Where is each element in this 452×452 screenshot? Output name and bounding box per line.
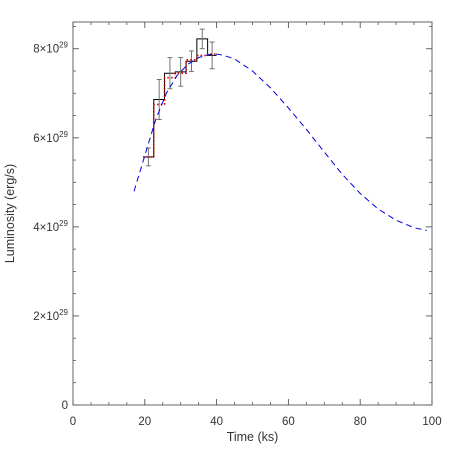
x-axis-ticks: 0 20 40 60 80 100 <box>70 22 442 428</box>
x-tick-label: 100 <box>422 416 441 428</box>
y-tick-label: 6×1029 <box>33 130 68 145</box>
y-tick-label: 4×1029 <box>33 219 68 234</box>
histogram-step-line <box>143 38 217 158</box>
plot-frame <box>72 21 433 406</box>
error-bar <box>178 57 184 87</box>
x-tick-label: 0 <box>70 416 76 428</box>
y-axis-ticks: 0 2×1029 4×1029 6×1029 8×1029 <box>33 26 432 412</box>
y-tick-label: 2×1029 <box>33 308 68 323</box>
error-bar <box>167 57 173 90</box>
model-dashed-curve <box>133 53 427 231</box>
y-tick-label: 0 <box>62 400 68 412</box>
x-axis-title: Time (ks) <box>227 430 279 444</box>
y-tick-label: 8×1029 <box>33 41 68 56</box>
y-axis-title: Luminosity (erg/s) <box>3 164 17 263</box>
error-bar <box>199 28 205 50</box>
error-bar <box>188 50 194 72</box>
error-bar <box>156 78 162 120</box>
x-tick-label: 40 <box>210 416 223 428</box>
x-tick-label: 20 <box>138 416 151 428</box>
x-tick-label: 60 <box>282 416 295 428</box>
series-layer <box>133 28 427 231</box>
error-bar <box>209 41 215 70</box>
x-tick-label: 80 <box>354 416 367 428</box>
